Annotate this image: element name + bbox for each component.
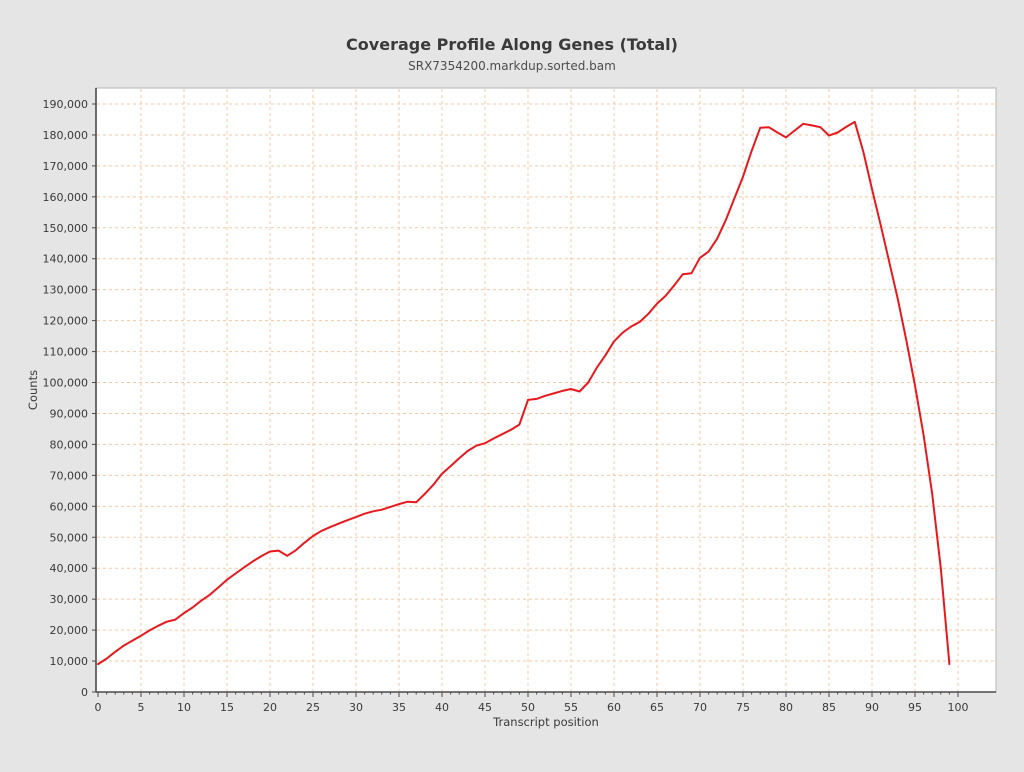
x-tick-label: 60 [607, 701, 621, 714]
x-tick-label: 0 [95, 701, 102, 714]
x-tick-label: 45 [478, 701, 492, 714]
x-tick-label: 40 [435, 701, 449, 714]
x-tick-label: 70 [693, 701, 707, 714]
y-tick-label: 100,000 [43, 377, 89, 390]
x-tick-label: 25 [306, 701, 320, 714]
y-tick-label: 40,000 [50, 562, 89, 575]
x-tick-label: 90 [865, 701, 879, 714]
y-tick-label: 80,000 [50, 438, 89, 451]
y-tick-label: 0 [81, 686, 88, 699]
y-tick-label: 120,000 [43, 315, 89, 328]
x-tick-label: 80 [779, 701, 793, 714]
y-tick-label: 190,000 [43, 98, 89, 111]
x-tick-label: 10 [177, 701, 191, 714]
x-tick-label: 20 [263, 701, 277, 714]
y-tick-label: 10,000 [50, 655, 89, 668]
y-tick-label: 170,000 [43, 160, 89, 173]
chart-title: Coverage Profile Along Genes (Total) [346, 35, 678, 54]
y-tick-label: 180,000 [43, 129, 89, 142]
y-tick-label: 130,000 [43, 284, 89, 297]
plot-background [95, 87, 997, 693]
x-tick-label: 35 [392, 701, 406, 714]
y-axis-title: Counts [26, 370, 40, 410]
y-tick-label: 20,000 [50, 624, 89, 637]
plot-area: 0 5 10 15 20 25 30 35 40 45 50 55 60 65 70 75 80 85 90 95 10… [43, 87, 997, 714]
x-tick-label: 100 [948, 701, 969, 714]
coverage-line [97, 120, 951, 666]
x-tick-label: 15 [220, 701, 234, 714]
x-tick-label: 65 [650, 701, 664, 714]
x-ticks [97, 692, 959, 697]
x-tick-label: 30 [349, 701, 363, 714]
x-tick-label: 75 [736, 701, 750, 714]
y-tick-label: 70,000 [50, 469, 89, 482]
x-tick-label: 95 [908, 701, 922, 714]
y-ticks [92, 103, 96, 693]
chart-subtitle: SRX7354200.markdup.sorted.bam [408, 59, 616, 73]
y-tick-label: 30,000 [50, 593, 89, 606]
x-tick-label: 50 [521, 701, 535, 714]
y-tick-label: 110,000 [43, 346, 89, 359]
y-tick-label: 160,000 [43, 191, 89, 204]
y-tick-label: 150,000 [43, 222, 89, 235]
y-tick-label: 140,000 [43, 253, 89, 266]
y-tick-label: 90,000 [50, 407, 89, 420]
x-axis-title: Transcript position [492, 715, 599, 729]
x-tick-label: 85 [822, 701, 836, 714]
x-tick-label: 55 [564, 701, 578, 714]
y-tick-label: 60,000 [50, 500, 89, 513]
y-tick-label: 50,000 [50, 531, 89, 544]
x-tick-label: 5 [138, 701, 145, 714]
